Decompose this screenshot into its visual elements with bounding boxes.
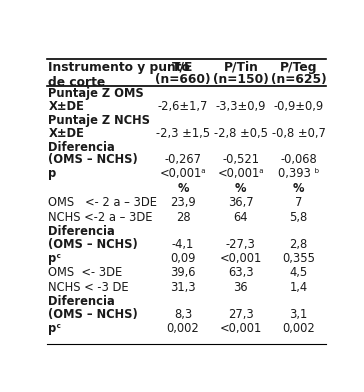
Text: <0,001ᵃ: <0,001ᵃ [217,167,264,180]
Text: Puntaje Z OMS: Puntaje Z OMS [48,87,144,100]
Text: 0,393 ᵇ: 0,393 ᵇ [278,167,319,180]
Text: Puntaje Z NCHS: Puntaje Z NCHS [48,114,150,127]
Text: (n=660): (n=660) [155,73,211,86]
Text: 0,002: 0,002 [167,322,199,335]
Text: 4,5: 4,5 [289,266,308,279]
Text: p: p [48,167,56,180]
Text: -3,3±0,9: -3,3±0,9 [215,100,266,113]
Text: 27,3: 27,3 [228,308,254,321]
Text: Instrumento y punto
de corte: Instrumento y punto de corte [48,61,190,89]
Text: X±DE: X±DE [48,100,84,113]
Text: (OMS – NCHS): (OMS – NCHS) [48,238,138,251]
Text: pᶜ: pᶜ [48,322,61,335]
Text: -0,267: -0,267 [165,153,202,166]
Text: 36,7: 36,7 [228,196,254,209]
Text: Diferencia: Diferencia [48,295,115,308]
Text: 3,1: 3,1 [289,308,308,321]
Text: OMS  <- 3DE: OMS <- 3DE [48,266,123,279]
Text: NCHS <-2 a – 3DE: NCHS <-2 a – 3DE [48,211,153,224]
Text: -2,6±1,7: -2,6±1,7 [158,100,208,113]
Text: pᶜ: pᶜ [48,252,61,265]
Text: -0,9±0,9: -0,9±0,9 [274,100,324,113]
Text: -4,1: -4,1 [172,238,194,251]
Text: -2,8 ±0,5: -2,8 ±0,5 [214,127,268,140]
Text: 5,8: 5,8 [289,211,308,224]
Text: %: % [235,181,246,195]
Text: Diferencia: Diferencia [48,141,115,154]
Text: 36: 36 [234,281,248,294]
Text: 7: 7 [295,196,302,209]
Text: 8,3: 8,3 [174,308,192,321]
Text: X±DE: X±DE [48,127,84,140]
Text: 64: 64 [234,211,248,224]
Text: 23,9: 23,9 [170,196,196,209]
Text: -0,068: -0,068 [280,153,317,166]
Text: (n=150): (n=150) [213,73,269,86]
Text: OMS   <- 2 a – 3DE: OMS <- 2 a – 3DE [48,196,157,209]
Text: %: % [293,181,304,195]
Text: <0,001: <0,001 [220,322,262,335]
Text: 28: 28 [176,211,190,224]
Text: (OMS – NCHS): (OMS – NCHS) [48,308,138,321]
Text: -27,3: -27,3 [226,238,256,251]
Text: NCHS < -3 DE: NCHS < -3 DE [48,281,129,294]
Text: T/E: T/E [172,61,194,74]
Text: <0,001ᵃ: <0,001ᵃ [160,167,206,180]
Text: -0,521: -0,521 [222,153,260,166]
Text: (OMS – NCHS): (OMS – NCHS) [48,153,138,166]
Text: P/Teg: P/Teg [280,61,317,74]
Text: 0,002: 0,002 [282,322,315,335]
Text: P/Tin: P/Tin [223,61,258,74]
Text: 1,4: 1,4 [290,281,308,294]
Text: -0,8 ±0,7: -0,8 ±0,7 [272,127,326,140]
Text: 31,3: 31,3 [170,281,196,294]
Text: 63,3: 63,3 [228,266,254,279]
Text: 2,8: 2,8 [289,238,308,251]
Text: 39,6: 39,6 [170,266,196,279]
Text: 0,09: 0,09 [170,252,196,265]
Text: (n=625): (n=625) [271,73,327,86]
Text: %: % [177,181,189,195]
Text: 0,355: 0,355 [282,252,315,265]
Text: Diferencia: Diferencia [48,225,115,238]
Text: -2,3 ±1,5: -2,3 ±1,5 [156,127,210,140]
Text: <0,001: <0,001 [220,252,262,265]
